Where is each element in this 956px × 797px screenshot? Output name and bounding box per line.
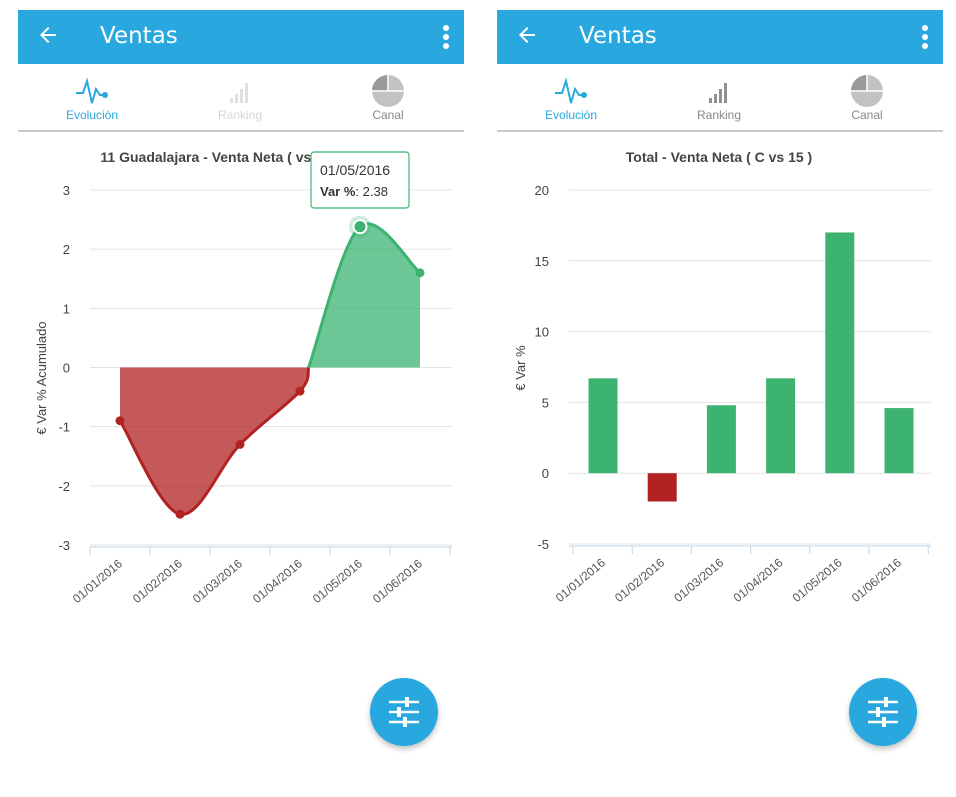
y-tick-label: 0 bbox=[542, 466, 549, 481]
filter-fab-button[interactable] bbox=[370, 678, 438, 746]
bar[interactable] bbox=[706, 405, 736, 474]
tab-bar: Evolución Ranking Canal bbox=[497, 64, 943, 132]
pie-chart-icon bbox=[372, 75, 404, 107]
bar[interactable] bbox=[884, 408, 914, 474]
x-tick-label: 01/06/2016 bbox=[370, 556, 425, 606]
tab-label: Canal bbox=[851, 108, 883, 122]
x-tick-label: 01/02/2016 bbox=[130, 556, 185, 606]
y-tick-label: 2 bbox=[63, 242, 70, 257]
data-point[interactable] bbox=[115, 416, 125, 426]
filter-fab-button[interactable] bbox=[849, 678, 917, 746]
more-vert-icon[interactable] bbox=[921, 24, 929, 50]
y-tick-label: -5 bbox=[537, 537, 549, 552]
tab-label: Evolución bbox=[65, 108, 119, 122]
y-axis-label: € Var % bbox=[513, 345, 528, 391]
app-title: Ventas bbox=[579, 23, 657, 49]
x-tick-label: 01/05/2016 bbox=[310, 556, 365, 606]
tab-label: Evolución bbox=[544, 108, 598, 122]
app-bar: Ventas bbox=[18, 10, 464, 64]
tab-ranking[interactable]: Ranking bbox=[645, 64, 793, 130]
tooltip-date: 01/05/2016 bbox=[320, 162, 390, 178]
tooltip-label: Var % bbox=[320, 184, 356, 199]
x-tick-label: 01/01/2016 bbox=[553, 555, 608, 605]
app-bar: Ventas bbox=[497, 10, 943, 64]
x-tick-label: 01/04/2016 bbox=[250, 556, 305, 606]
pulse-line-icon bbox=[555, 77, 587, 104]
tooltip-value: : 2.38 bbox=[355, 184, 388, 199]
y-axis-label: € Var % Acumulado bbox=[34, 321, 49, 434]
data-point[interactable] bbox=[175, 509, 185, 519]
arrow-left-icon[interactable] bbox=[515, 23, 539, 47]
y-tick-label: 0 bbox=[63, 361, 70, 376]
tab-evolucion[interactable]: Evolución bbox=[497, 64, 645, 130]
y-tick-label: -1 bbox=[58, 420, 70, 435]
bar[interactable] bbox=[825, 232, 855, 474]
tab-canal[interactable]: Canal bbox=[793, 64, 941, 130]
x-tick-label: 01/03/2016 bbox=[671, 555, 726, 605]
y-tick-label: 15 bbox=[535, 254, 549, 269]
bar[interactable] bbox=[766, 378, 796, 474]
bar-signal-icon bbox=[709, 83, 727, 103]
arrow-left-icon[interactable] bbox=[36, 23, 60, 47]
data-point[interactable] bbox=[415, 268, 425, 278]
chart-title: Total - Venta Neta ( C vs 15 ) bbox=[626, 149, 812, 165]
x-tick-label: 01/06/2016 bbox=[849, 555, 904, 605]
data-point[interactable] bbox=[235, 439, 245, 449]
y-tick-label: 1 bbox=[63, 301, 70, 316]
y-tick-label: -3 bbox=[58, 538, 70, 553]
bar[interactable] bbox=[588, 378, 618, 474]
x-tick-label: 01/04/2016 bbox=[731, 555, 786, 605]
data-point[interactable] bbox=[295, 386, 305, 396]
pie-chart-icon bbox=[851, 75, 883, 107]
y-tick-label: 10 bbox=[535, 325, 549, 340]
y-tick-label: 3 bbox=[63, 183, 70, 198]
data-point-highlight[interactable] bbox=[352, 219, 368, 235]
filter-sliders-icon bbox=[868, 697, 898, 727]
bar[interactable] bbox=[647, 473, 677, 502]
tab-label: Canal bbox=[372, 108, 404, 122]
tab-canal[interactable]: Canal bbox=[314, 64, 462, 130]
y-tick-label: 5 bbox=[542, 395, 549, 410]
filter-sliders-icon bbox=[389, 697, 419, 727]
tab-label: Ranking bbox=[217, 108, 263, 122]
line-negative bbox=[118, 366, 311, 516]
screen-evolucion-bar: Ventas Evolución Ranking Cana bbox=[497, 10, 943, 790]
x-tick-label: 01/02/2016 bbox=[612, 555, 667, 605]
y-tick-label: 20 bbox=[535, 183, 549, 198]
pulse-line-icon bbox=[76, 77, 108, 104]
tooltip: 01/05/2016 Var %: 2.38 bbox=[310, 151, 410, 209]
tab-bar: Evolución Ranking Canal bbox=[18, 64, 464, 132]
area-chart: 3 2 1 0 -1 -2 -3 01/01/2016 01/02/2016 01/03/201… bbox=[34, 149, 452, 606]
tab-label: Ranking bbox=[696, 108, 742, 122]
tooltip-value-row: Var %: 2.38 bbox=[320, 184, 388, 199]
x-tick-label: 01/01/2016 bbox=[70, 556, 125, 606]
chart-title: 11 Guadalajara - Venta Neta ( vs PPTO ) bbox=[100, 149, 361, 165]
bar-chart: 20 15 10 5 0 -5 01/01/2016 01/02/2016 01/03/201… bbox=[513, 149, 931, 605]
x-tick-label: 01/03/2016 bbox=[190, 556, 245, 606]
y-tick-label: -2 bbox=[58, 479, 70, 494]
area-positive bbox=[308, 223, 420, 368]
bar-signal-icon bbox=[230, 83, 248, 103]
more-vert-icon[interactable] bbox=[442, 24, 450, 50]
x-tick-label: 01/05/2016 bbox=[790, 555, 845, 605]
screen-evolucion-area: Ventas Evolución Ranking Cana bbox=[18, 10, 464, 790]
tab-evolucion[interactable]: Evolución bbox=[18, 64, 166, 130]
app-title: Ventas bbox=[100, 23, 178, 49]
tab-ranking[interactable]: Ranking bbox=[166, 64, 314, 130]
area-negative bbox=[120, 367, 309, 515]
